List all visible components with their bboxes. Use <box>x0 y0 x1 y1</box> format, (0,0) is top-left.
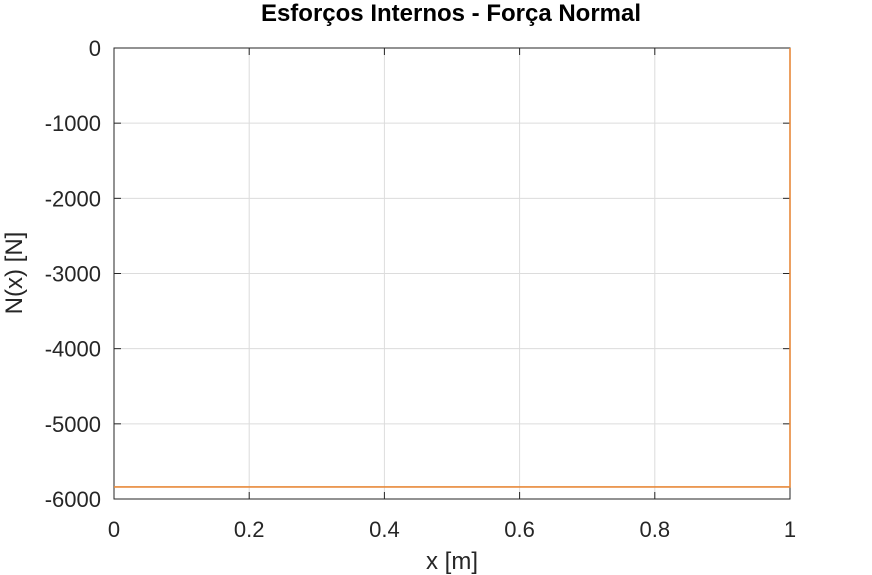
x-tick-label: 0.2 <box>234 517 265 542</box>
y-axis-label: N(x) [N] <box>1 232 28 315</box>
x-axis-label: x [m] <box>426 548 478 575</box>
y-tick-label: -3000 <box>45 262 101 287</box>
y-tick-label: -5000 <box>45 412 101 437</box>
grid <box>113 47 791 500</box>
x-tick-label: 0.8 <box>640 517 671 542</box>
y-tick-label: -1000 <box>45 111 101 136</box>
y-tick-labels: 0 -1000 -2000 -3000 -4000 -5000 -6000 <box>45 36 101 512</box>
x-tick-label: 0 <box>108 517 120 542</box>
y-tick-label: -6000 <box>45 487 101 512</box>
y-tick-label: 0 <box>89 36 101 61</box>
y-tick-label: -2000 <box>45 186 101 211</box>
x-tick-label: 0.6 <box>504 517 535 542</box>
tick-marks <box>113 47 791 500</box>
x-tick-label: 0.4 <box>369 517 400 542</box>
chart-title: Esforços Internos - Força Normal <box>261 0 641 27</box>
y-tick-label: -4000 <box>45 337 101 362</box>
x-tick-labels: 0 0.2 0.4 0.6 0.8 1 <box>108 517 796 542</box>
series-line <box>114 48 791 488</box>
series-layer <box>114 48 791 488</box>
x-tick-label: 1 <box>784 517 796 542</box>
